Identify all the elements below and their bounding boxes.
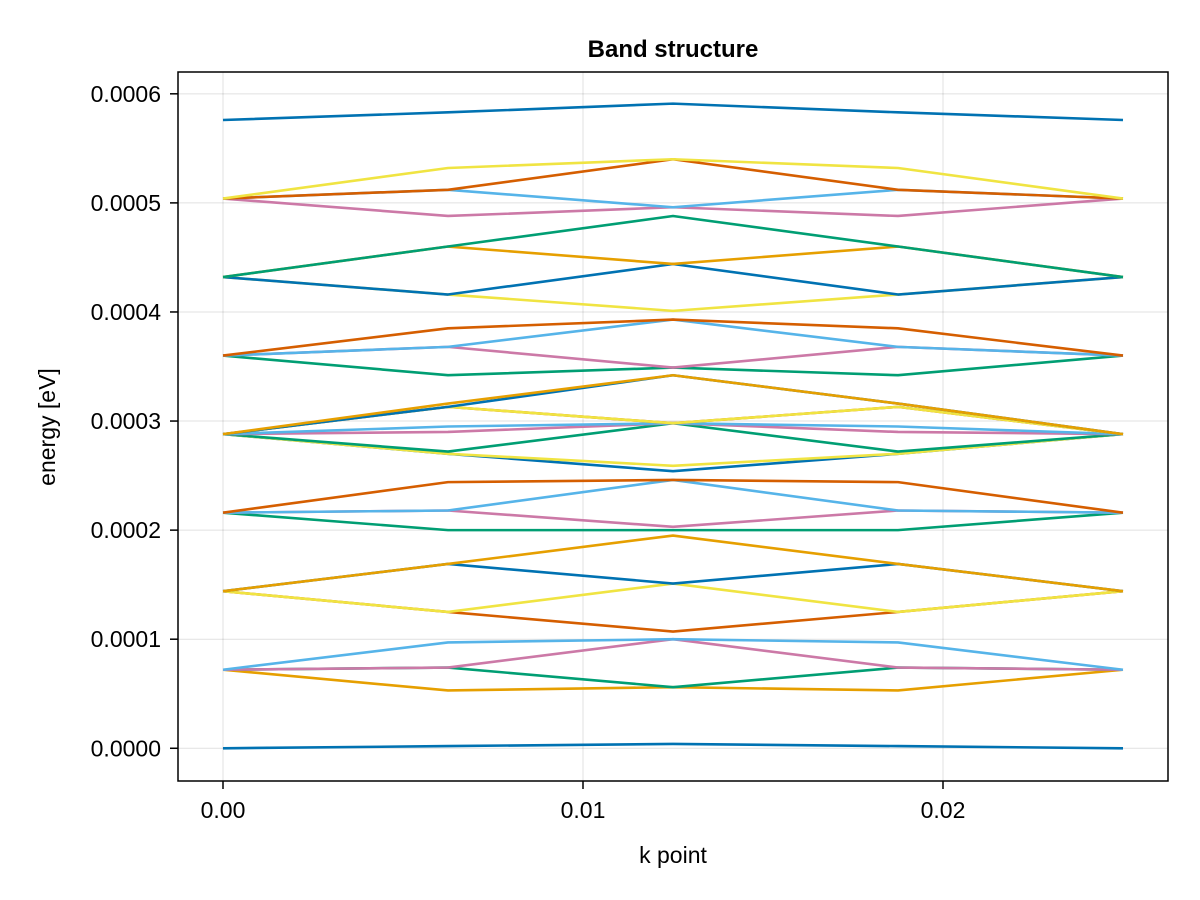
band-line-30 bbox=[222, 214, 1124, 279]
y-tick-label: 0.0000 bbox=[91, 735, 161, 761]
y-tick-label: 0.0004 bbox=[91, 299, 162, 325]
band-line-1 bbox=[222, 742, 1124, 750]
y-tick-label: 0.0001 bbox=[91, 626, 161, 652]
band-line-35 bbox=[222, 102, 1124, 122]
x-tick-label: 0.01 bbox=[561, 797, 606, 823]
y-tick-label: 0.0006 bbox=[91, 81, 161, 107]
y-tick-label: 0.0002 bbox=[91, 517, 161, 543]
axis-ticks: 0.00 0.01 0.02 0.0000 0.0001 0.0002 0.0003 0.00… bbox=[91, 81, 966, 823]
y-tick-label: 0.0003 bbox=[91, 408, 161, 434]
band-line-34 bbox=[222, 157, 1124, 200]
band-line-9 bbox=[222, 534, 1124, 593]
x-axis-label: k point bbox=[639, 842, 707, 868]
band-line-22 bbox=[222, 373, 1124, 436]
x-tick-label: 0.00 bbox=[201, 797, 246, 823]
band-line-15 bbox=[222, 432, 1124, 468]
x-tick-label: 0.02 bbox=[921, 797, 966, 823]
band-line-13 bbox=[222, 478, 1124, 514]
chart-title: Band structure bbox=[588, 36, 759, 63]
band-line-26 bbox=[222, 318, 1124, 357]
band-line-5 bbox=[222, 637, 1124, 672]
band-line-10 bbox=[222, 511, 1124, 532]
plot-frame bbox=[177, 71, 1169, 782]
plot-area bbox=[222, 102, 1124, 750]
y-tick-label: 0.0005 bbox=[91, 190, 161, 216]
y-axis-label: energy [eV] bbox=[34, 368, 60, 486]
